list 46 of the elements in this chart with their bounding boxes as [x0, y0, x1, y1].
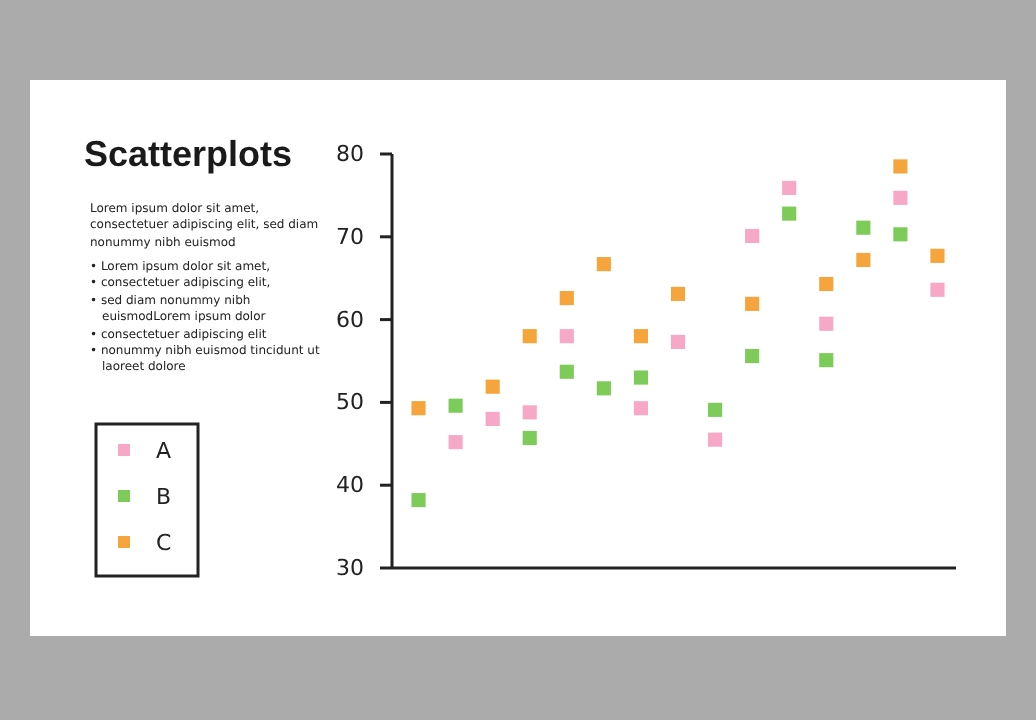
point [930, 282, 945, 297]
point [707, 432, 723, 447]
point [893, 159, 908, 174]
point [559, 364, 574, 379]
legend-label: B [156, 484, 172, 510]
point [670, 286, 686, 301]
point [596, 257, 611, 272]
point [485, 379, 500, 394]
point [819, 316, 834, 331]
point [633, 370, 648, 385]
point [559, 291, 574, 306]
point [856, 220, 871, 235]
chart-title: Scatterplots [84, 134, 293, 176]
point [411, 493, 426, 508]
point [448, 398, 463, 413]
y-tick-label: 60 [336, 306, 364, 333]
point [670, 334, 686, 350]
y-tick-label: 40 [336, 472, 364, 499]
point [782, 180, 797, 196]
point [485, 411, 500, 427]
point [559, 329, 574, 344]
y-tick-label: 30 [336, 555, 364, 582]
point [596, 381, 611, 396]
y-tick-label: 50 [336, 389, 364, 416]
point [819, 353, 834, 368]
y-tick-label: 80 [336, 141, 364, 168]
point [893, 227, 908, 242]
point [930, 248, 945, 263]
point [819, 276, 834, 292]
point [707, 402, 723, 417]
point [745, 296, 760, 311]
point [633, 401, 648, 416]
point [411, 401, 426, 416]
y-tick-label: 70 [336, 223, 364, 250]
legend-label: A [156, 438, 172, 464]
point [633, 329, 648, 344]
point [745, 228, 760, 244]
point [745, 348, 760, 364]
point [522, 430, 537, 446]
legend-label: C [156, 530, 172, 556]
point [522, 405, 537, 420]
point [893, 190, 908, 205]
point [856, 252, 871, 268]
point [448, 435, 463, 450]
point [522, 329, 537, 344]
point [782, 206, 797, 221]
